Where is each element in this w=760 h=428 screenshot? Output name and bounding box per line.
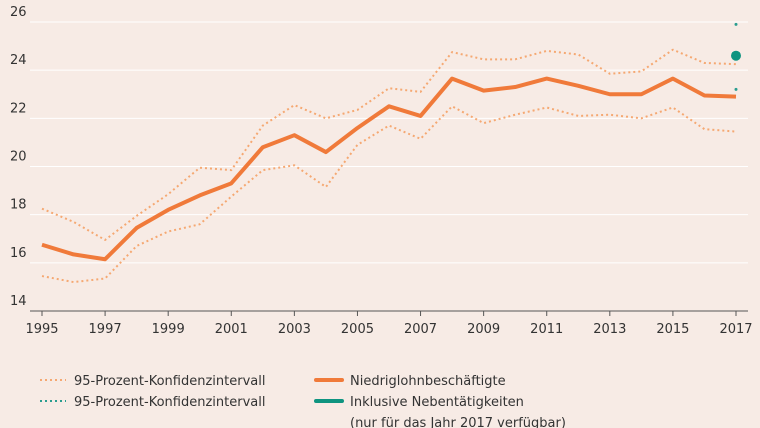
line — [41, 76, 737, 262]
legend-note: (nur für das Jahr 2017 verfügbar) — [350, 416, 566, 428]
x-tick-label: 2011 — [530, 322, 563, 337]
ci-point — [734, 22, 738, 26]
y-tick-label: 20 — [10, 150, 27, 165]
y-tick-label: 26 — [10, 5, 27, 20]
y-tick-label: 24 — [10, 53, 27, 68]
y-tick-label: 22 — [10, 101, 27, 116]
x-tick-label: 2009 — [467, 322, 500, 337]
y-tick-label: 18 — [10, 198, 27, 213]
ci-line — [41, 105, 737, 284]
x-tick-label: 2017 — [719, 322, 752, 337]
x-tick-label: 1999 — [152, 322, 185, 337]
y-tick-label: 16 — [10, 246, 27, 261]
x-tick-label: 2001 — [215, 322, 248, 337]
x-tick-label: 2005 — [341, 322, 374, 337]
x-tick-label: 1997 — [89, 322, 122, 337]
legend-label: 95-Prozent-Konfidenzintervall — [74, 395, 265, 410]
y-tick-label: 14 — [10, 294, 27, 309]
data-point — [731, 50, 741, 61]
ci-line — [41, 48, 737, 241]
legend-label: Inklusive Nebentätigkeiten — [350, 395, 524, 410]
legend-label: Niedriglohnbeschäftigte — [350, 374, 506, 389]
x-tick-label: 2015 — [656, 322, 689, 337]
x-tick-label: 1995 — [25, 322, 58, 337]
x-tick-label: 2007 — [404, 322, 437, 337]
legend-label: 95-Prozent-Konfidenzintervall — [74, 374, 265, 389]
x-tick-label: 2013 — [593, 322, 626, 337]
x-tick-label: 2003 — [278, 322, 311, 337]
ci-point — [734, 87, 738, 91]
